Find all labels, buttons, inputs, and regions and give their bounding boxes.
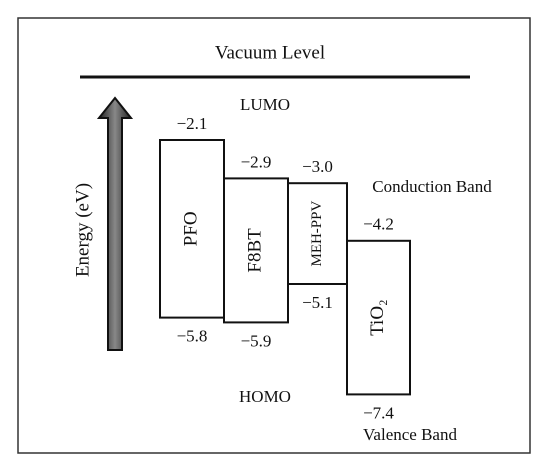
band-box: [346, 239, 411, 396]
energy-arrow: [96, 96, 134, 351]
material-name: MEH-PPV: [309, 201, 325, 267]
homo-value: −5.8: [177, 327, 208, 346]
frame: [17, 17, 531, 454]
band-box: [287, 182, 348, 285]
energy-axis-label: Energy (eV): [72, 183, 93, 277]
lumo-label: LUMO: [240, 95, 290, 114]
material-name: F8BT: [244, 228, 265, 273]
conduction-band-label: Conduction Band: [372, 177, 492, 196]
lumo-value: −3.0: [302, 157, 333, 176]
band-box: [159, 139, 225, 319]
material-name: TiO₂: [367, 299, 388, 336]
homo-value: −7.4: [363, 403, 394, 422]
valence-band-label: Valence Band: [363, 425, 457, 444]
lumo-value: −4.2: [363, 215, 394, 234]
homo-value: −5.1: [302, 293, 333, 312]
homo-label: HOMO: [239, 387, 291, 406]
lumo-value: −2.1: [177, 114, 208, 133]
lumo-value: −2.9: [241, 152, 272, 171]
vacuum-level-label: Vacuum Level: [215, 42, 325, 63]
homo-value: −5.9: [241, 331, 272, 350]
material-name: PFO: [180, 211, 201, 246]
